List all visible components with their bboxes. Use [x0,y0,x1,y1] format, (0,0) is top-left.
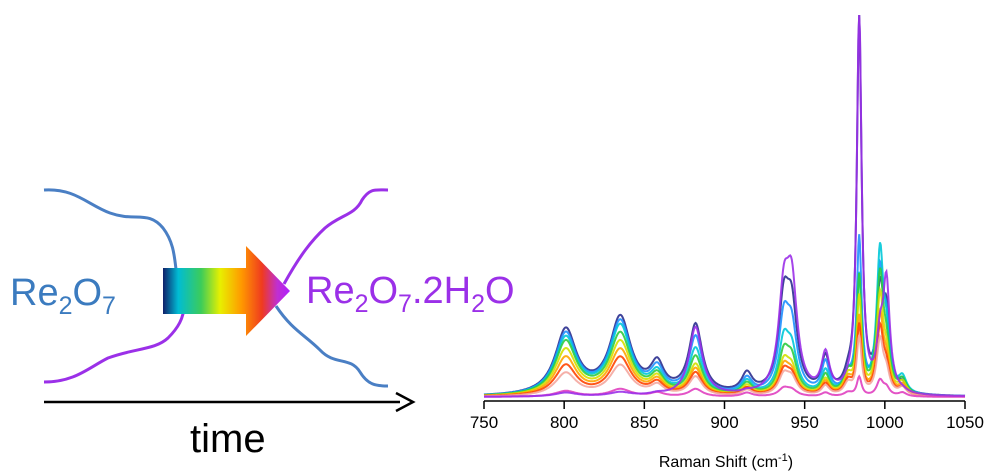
spectrum-line [484,267,965,398]
x-tick-label: 800 [550,413,578,432]
product-curve-bottom [274,305,389,388]
x-tick-label: 750 [470,413,498,432]
x-tick-label: 1050 [946,413,984,432]
raman-chart: 750 800 850 900 950 1000 1050 Raman Shift (cm-… [470,14,984,471]
reactant-curve-top [43,188,185,301]
product-label: Re2O7.2H2O [306,270,515,318]
spectrum-line [484,374,966,398]
spectrum-line [483,14,966,397]
reactant-curve-bottom [43,304,186,384]
x-tick-label: 900 [710,413,738,432]
spectrum-line [484,14,965,398]
x-tick-label: 850 [630,413,658,432]
product-curve-top [282,188,389,285]
x-axis-label: Raman Shift (cm-1) [659,452,793,471]
reactant-label: Re2O7 [10,272,116,320]
x-ticks: 750 800 850 900 950 1000 1050 [470,401,984,432]
x-tick-label: 950 [790,413,818,432]
reaction-scheme: Re2O7 Re2O7.2H2O time [10,188,515,461]
reaction-arrow [163,246,290,336]
spectrum-line [484,333,965,398]
time-axis-arrowhead [395,391,416,413]
series-layer [483,14,966,398]
time-label: time [190,417,266,461]
x-tick-label: 1000 [866,413,904,432]
